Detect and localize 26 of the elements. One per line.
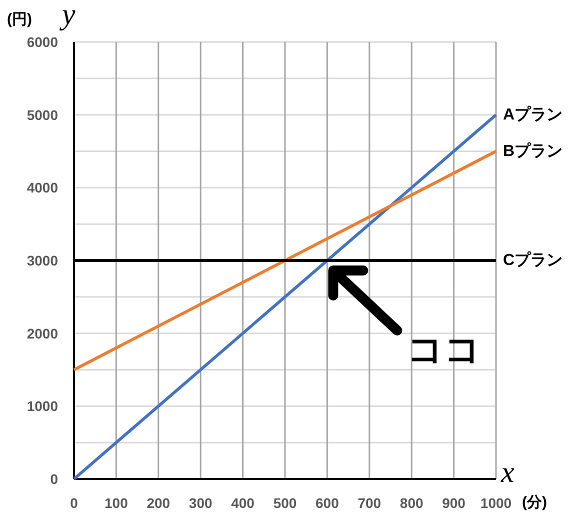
annotation: ココ (407, 328, 482, 370)
x-tick-label: 200 (146, 495, 170, 511)
x-tick-label: 700 (358, 495, 382, 511)
x-tick-label: 0 (70, 495, 78, 511)
x-tick-label: 400 (231, 495, 255, 511)
x-tick-label: 500 (273, 495, 297, 511)
text: (円) (7, 11, 32, 28)
x-tick-label: 600 (316, 495, 340, 511)
y-tick-label: 0 (50, 471, 58, 487)
x-tick-label: 100 (104, 495, 128, 511)
series-label: Aプラン (503, 105, 563, 124)
text: (分) (522, 494, 547, 511)
x-tick-label: 1000 (480, 495, 512, 511)
series-label: Cプラン (503, 251, 563, 269)
y-tick-label: 4000 (26, 180, 58, 196)
x-axis-title: x (500, 456, 515, 489)
y-tick-label: 6000 (26, 34, 58, 50)
x-tick-label: 800 (400, 495, 424, 511)
y-axis-title: y (59, 0, 76, 31)
x-tick-label: 900 (442, 495, 466, 511)
y-tick-label: 1000 (26, 398, 58, 414)
y-tick-label: 2000 (26, 325, 58, 342)
y-tick-label: 3000 (26, 252, 58, 268)
series-label: Bプラン (503, 142, 563, 160)
x-tick-label: 300 (188, 495, 212, 511)
y-tick-label: 5000 (26, 106, 58, 123)
